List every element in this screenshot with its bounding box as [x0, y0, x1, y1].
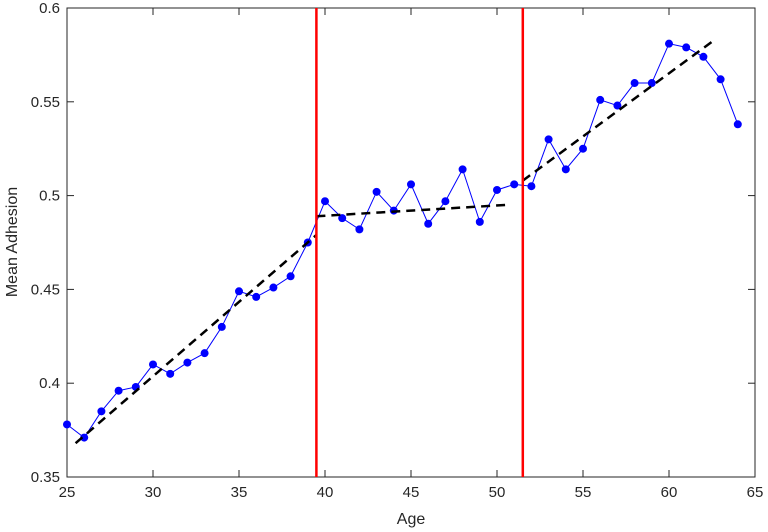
- y-tick-label: 0.5: [39, 188, 60, 205]
- data-point: [424, 219, 433, 228]
- data-point: [596, 95, 605, 104]
- x-tick-label: 60: [661, 484, 678, 501]
- data-point: [647, 79, 656, 88]
- data-point: [613, 101, 622, 110]
- y-tick-label: 0.45: [31, 281, 60, 298]
- data-point: [114, 386, 123, 395]
- data-point: [561, 165, 570, 174]
- x-tick-label: 40: [317, 484, 334, 501]
- trend-line: [316, 203, 506, 218]
- x-tick-label: 30: [145, 484, 162, 501]
- x-tick-label: 45: [403, 484, 420, 501]
- plot-frame: [66, 7, 756, 478]
- y-tick-label: 0.4: [39, 375, 60, 392]
- data-point: [441, 197, 450, 206]
- x-tick-label: 50: [489, 484, 506, 501]
- data-point: [355, 225, 364, 234]
- data-point: [544, 135, 553, 144]
- data-point: [252, 292, 261, 301]
- data-point: [321, 197, 329, 206]
- data-point: [235, 287, 243, 296]
- data-point: [733, 120, 742, 129]
- data-point: [716, 75, 725, 84]
- data-point: [699, 52, 708, 61]
- x-tick-label: 65: [747, 484, 764, 501]
- data-point: [630, 79, 639, 88]
- x-tick-label: 35: [231, 484, 248, 501]
- data-point: [579, 144, 587, 153]
- data-point: [475, 217, 484, 226]
- data-point: [682, 43, 691, 52]
- data-point: [149, 360, 157, 369]
- data-point: [665, 39, 673, 48]
- x-axis-label: Age: [397, 511, 426, 528]
- data-point: [286, 272, 295, 281]
- data-point: [338, 214, 347, 223]
- data-point: [80, 433, 89, 442]
- trend-line: [522, 40, 713, 182]
- y-tick-label: 0.35: [31, 469, 60, 486]
- data-point: [458, 165, 467, 174]
- y-tick-label: 0.6: [39, 0, 60, 17]
- data-point: [493, 185, 501, 194]
- data-point: [407, 180, 415, 189]
- data-point: [97, 407, 106, 416]
- x-tick-label: 25: [59, 484, 76, 501]
- x-tick-label: 55: [575, 484, 592, 501]
- data-point: [200, 349, 209, 358]
- data-point: [217, 322, 226, 331]
- data-point: [527, 182, 536, 191]
- data-point: [166, 369, 175, 378]
- trend-line: [74, 234, 318, 445]
- data-point: [63, 420, 71, 429]
- y-tick-label: 0.55: [31, 94, 60, 111]
- data-point: [269, 283, 278, 292]
- data-point: [183, 358, 192, 367]
- data-point: [510, 180, 519, 189]
- y-axis-label: Mean Adhesion: [4, 187, 21, 297]
- data-line: [66, 43, 739, 439]
- data-point: [372, 187, 381, 196]
